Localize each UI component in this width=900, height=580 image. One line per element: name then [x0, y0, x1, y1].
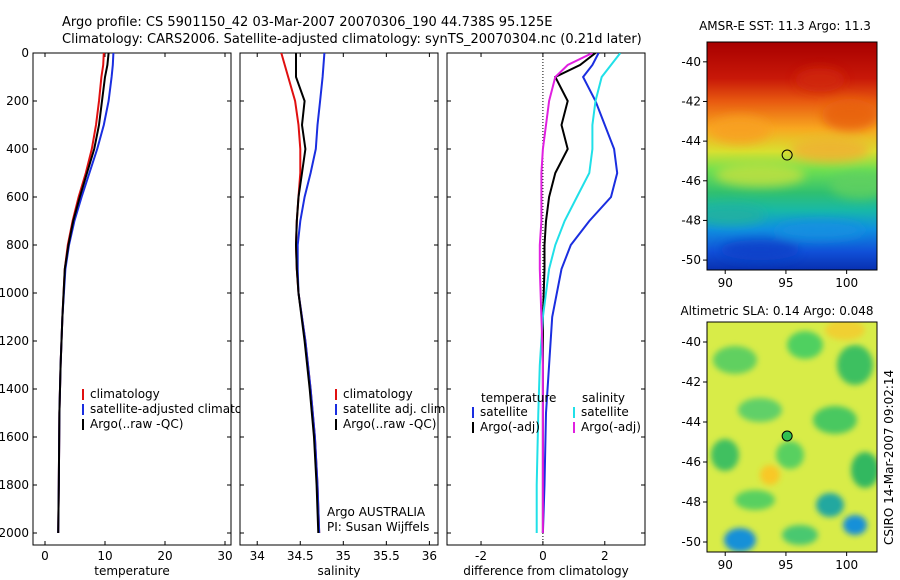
legend-label: Argo(-adj): [480, 420, 540, 434]
x-tick-label: 20: [157, 549, 172, 563]
panel-frame-temperature: [32, 52, 232, 546]
legend-header: salinity: [582, 391, 625, 405]
series-line-salinity-2: [294, 53, 320, 534]
x-axis-label: temperature: [94, 564, 169, 578]
x-tick-label: 10: [97, 549, 112, 563]
series-line-difference-2: [535, 53, 622, 533]
y-tick-label: 1600: [0, 430, 29, 444]
sla-map-image: [707, 322, 877, 552]
x-tick-label: 0: [41, 549, 49, 563]
argo-location-marker: [781, 149, 793, 161]
map-y-tick-label: -40: [681, 55, 701, 69]
map-y-tick-label: -50: [681, 253, 701, 267]
panel-frame-salinity: [239, 52, 439, 546]
x-axis-label: difference from climatology: [463, 564, 629, 578]
map-y-tick-label: -44: [681, 134, 701, 148]
sst-map-title: AMSR-E SST: 11.3 Argo: 11.3: [699, 19, 871, 33]
map-y-tick-label: -50: [681, 535, 701, 549]
y-tick-label: 1400: [0, 382, 29, 396]
sla-map-title: Altimetric SLA: 0.14 Argo: 0.048: [680, 304, 873, 318]
x-tick-label: 35: [336, 549, 351, 563]
legend-header: temperature: [481, 391, 556, 405]
x-tick-label: 0: [539, 549, 547, 563]
legend-label: satellite-adjusted climatology: [90, 402, 268, 416]
map-y-tick-label: -44: [681, 415, 701, 429]
annotation-pi: PI: Susan Wijffels: [327, 520, 429, 534]
x-axis-label: salinity: [317, 564, 360, 578]
legend-label: Argo(..raw -QC): [343, 417, 436, 431]
legend-label: Argo(..raw -QC): [90, 417, 183, 431]
panel-temperature: 0 200 400 600 800 1000 1200 1400 1600 1800 2000 0 10…: [0, 46, 268, 578]
map-y-tick-label: -48: [681, 213, 701, 227]
annotation-argo-australia: Argo AUSTRALIA: [327, 505, 426, 519]
title-line-2: Climatology: CARS2006. Satellite-adjuste…: [62, 32, 642, 47]
map-x-tick-label: 100: [835, 276, 858, 290]
map-x-tick-label: 100: [835, 558, 858, 572]
map-y-tick-label: -48: [681, 495, 701, 509]
title-line-1: Argo profile: CS 5901150_42 03-Mar-2007 …: [62, 15, 552, 30]
map-axes-sst_map: -40 -42 -44 -46 -48 -50 90 95 100: [681, 55, 858, 290]
map-x-tick-label: 90: [718, 276, 733, 290]
y-tick-label: 600: [6, 190, 29, 204]
series-line-difference-3: [538, 53, 593, 533]
y-tick-label: 400: [6, 142, 29, 156]
map-axes: -40 -42 -44 -46 -48 -50 90 95 100 -40 -42 -44 -46 -48…: [681, 55, 858, 572]
y-tick-label: 1800: [0, 478, 29, 492]
x-tick-label: 34.5: [287, 549, 314, 563]
map-axes-sla_map: -40 -42 -44 -46 -48 -50 90 95 100: [681, 335, 858, 572]
x-tick-label: 2: [601, 549, 609, 563]
series-line-temperature-2: [57, 53, 110, 534]
legend-label: climatology: [343, 387, 413, 401]
map-x-tick-label: 95: [778, 276, 793, 290]
csiro-side-label: CSIRO 14-Mar-2007 09:02:14: [882, 370, 896, 545]
map-y-tick-label: -42: [681, 94, 701, 108]
legend-label: satellite: [480, 405, 528, 419]
y-tick-label: 1000: [0, 286, 29, 300]
argo-location-marker: [781, 430, 793, 442]
panel-salinity: 34 34.5 35 35.5 36 salinity climatologysatelli…: [239, 52, 449, 578]
x-tick-label: 35.5: [373, 549, 400, 563]
x-tick-label: 34: [250, 549, 265, 563]
map-y-tick-label: -40: [681, 335, 701, 349]
map-x-tick-label: 95: [778, 558, 793, 572]
y-tick-label: 2000: [0, 526, 29, 540]
legend-label: satellite: [581, 405, 629, 419]
y-tick-label: 800: [6, 238, 29, 252]
y-tick-label: 0: [21, 46, 29, 60]
y-tick-label: 200: [6, 94, 29, 108]
map-x-tick-label: 90: [718, 558, 733, 572]
legend-label: climatology: [90, 387, 160, 401]
x-tick-label: 30: [217, 549, 232, 563]
map-y-tick-label: -42: [681, 375, 701, 389]
y-tick-label: 1200: [0, 334, 29, 348]
x-tick-label: -2: [475, 549, 487, 563]
legend-label: satellite adj. clim.: [343, 402, 449, 416]
map-y-tick-label: -46: [681, 455, 701, 469]
x-tick-label: 36: [422, 549, 437, 563]
series-line-difference-0: [541, 53, 619, 534]
legend-label: Argo(-adj): [581, 420, 641, 434]
map-y-tick-label: -46: [681, 174, 701, 188]
